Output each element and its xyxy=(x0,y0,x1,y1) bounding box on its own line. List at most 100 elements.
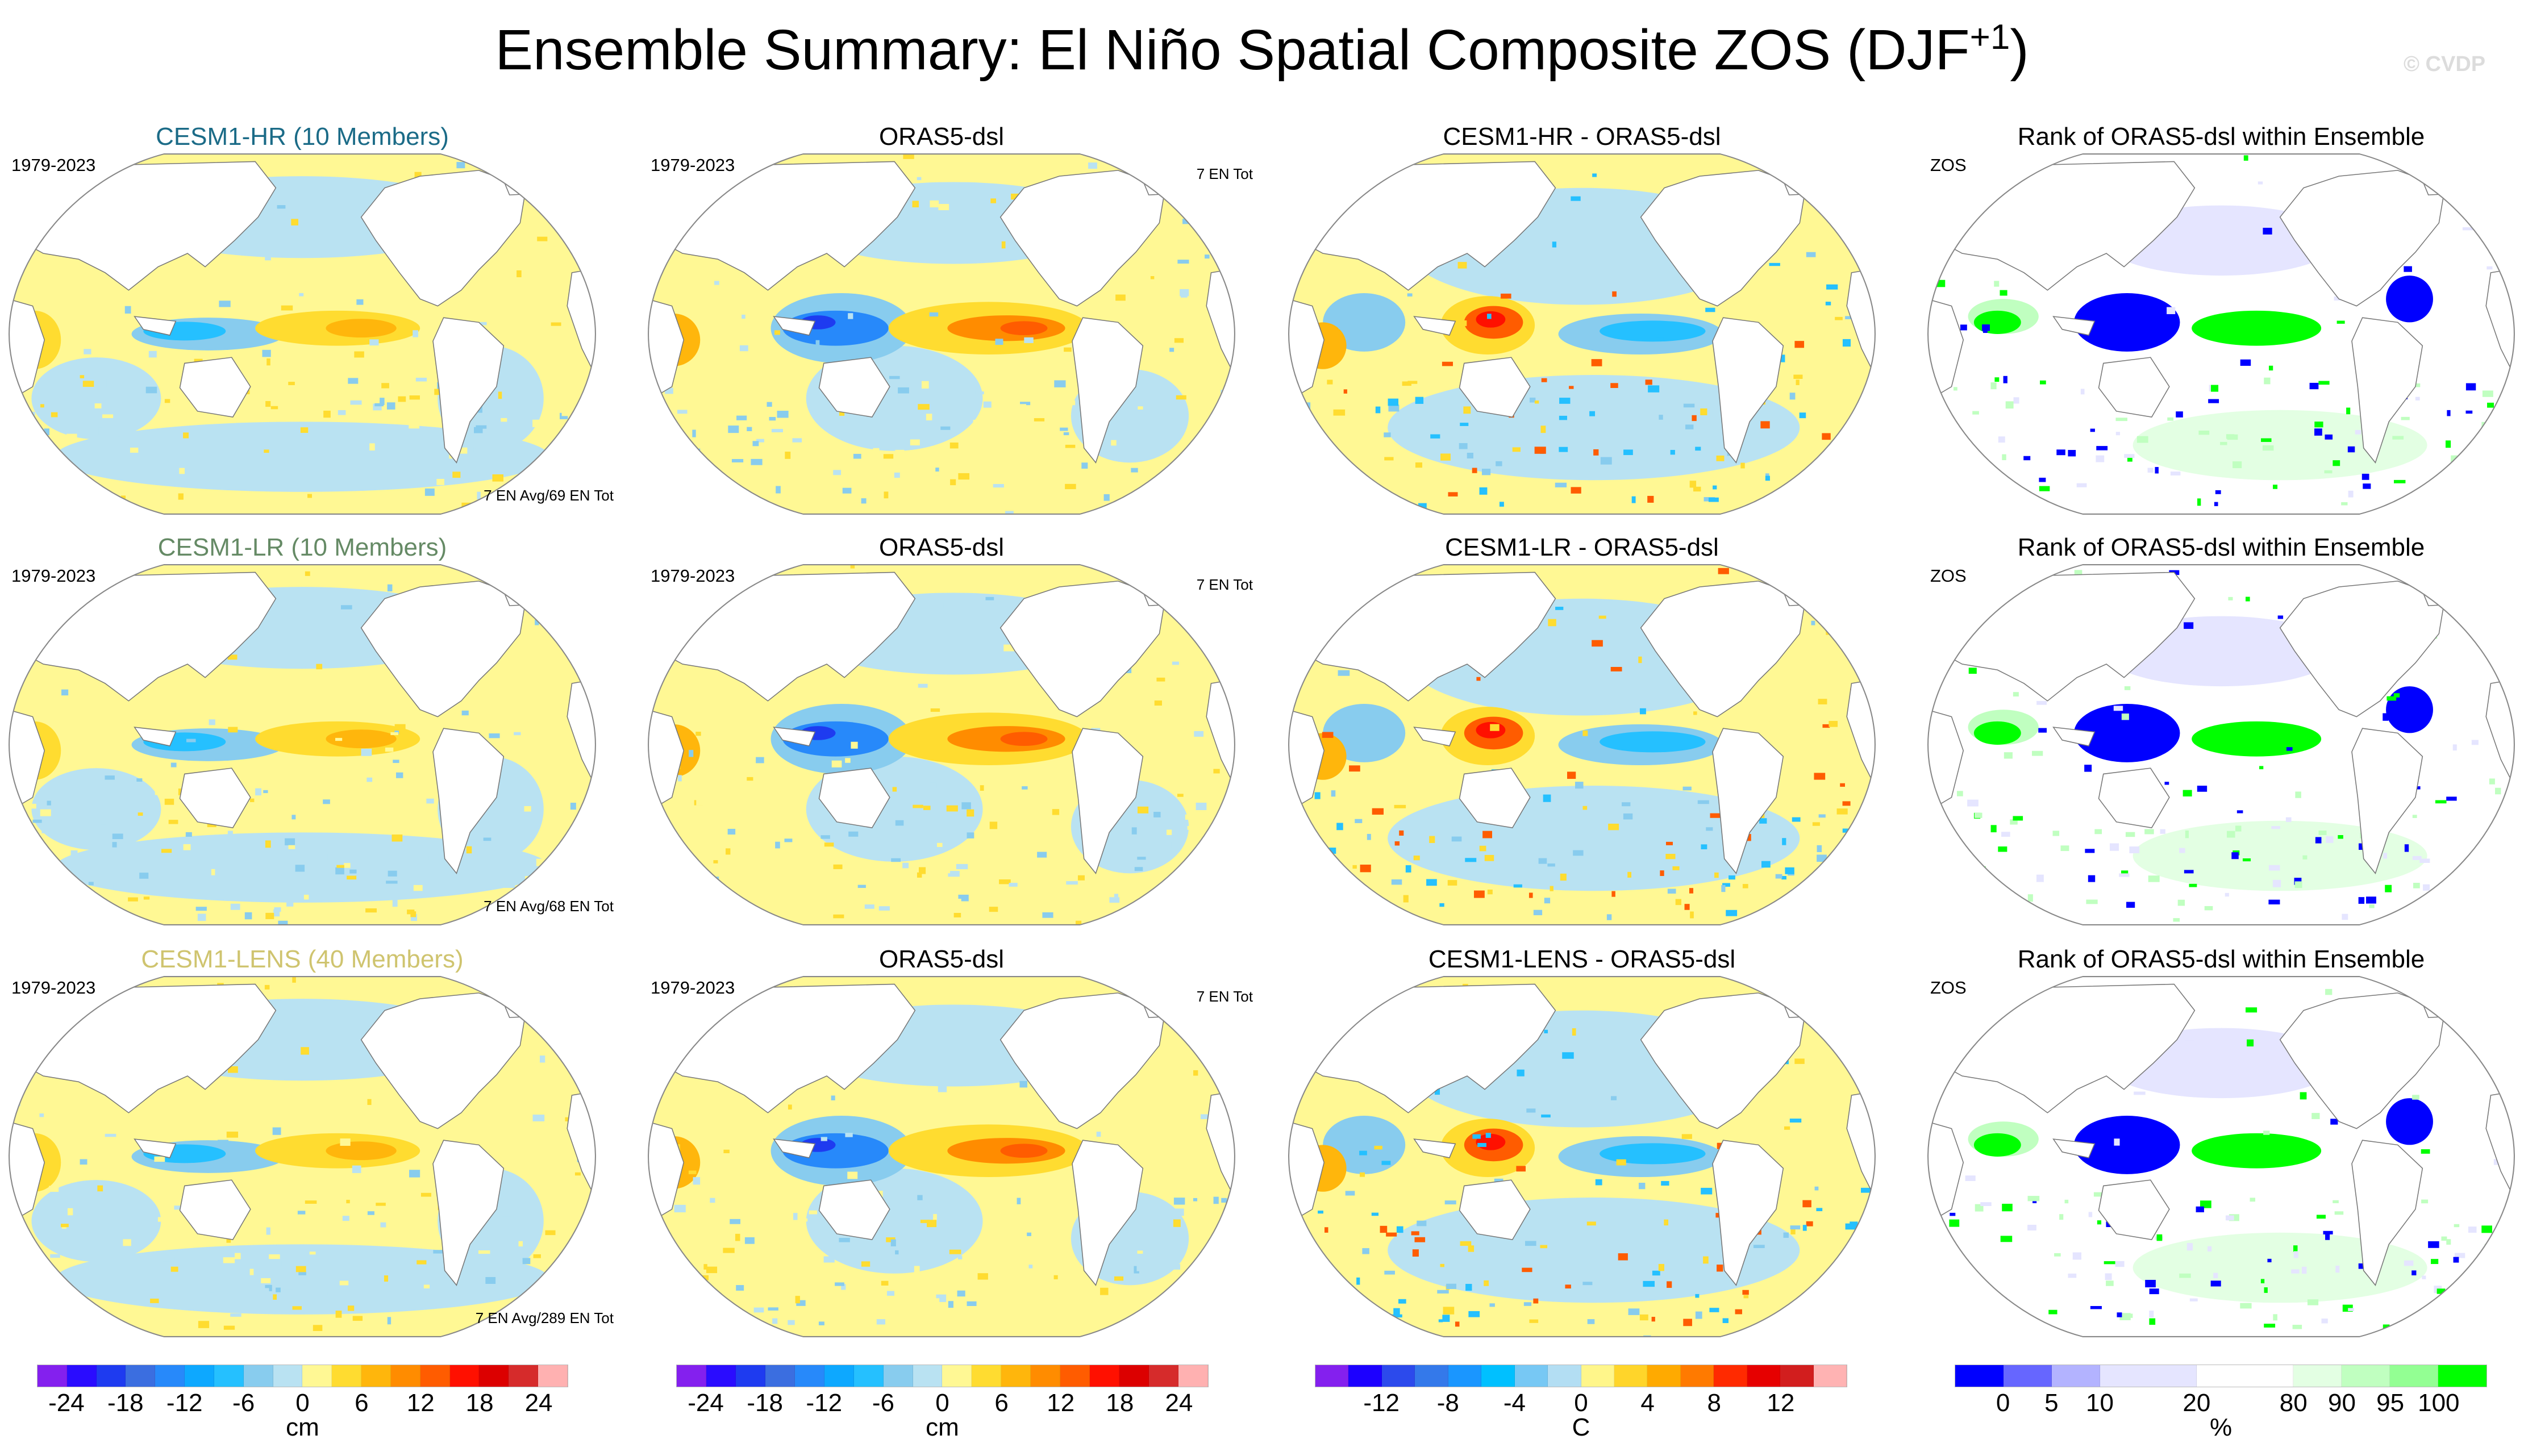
grid-cell xyxy=(1402,381,1411,386)
grid-cell xyxy=(120,495,126,500)
colorbar-swatch xyxy=(538,1365,568,1387)
grid-cell xyxy=(570,803,576,810)
grid-cell xyxy=(1865,1098,1871,1104)
grid-cell xyxy=(703,379,710,387)
grid-cell xyxy=(367,1099,372,1105)
grid-cell xyxy=(1457,262,1467,269)
grid-cell xyxy=(1867,508,1875,512)
grid-cell xyxy=(1023,817,1034,821)
grid-cell xyxy=(1709,1308,1719,1312)
grid-cell xyxy=(286,902,294,907)
grid-cell xyxy=(2392,436,2404,440)
grid-cell xyxy=(696,799,706,806)
grid-cell xyxy=(937,842,943,847)
grid-cell xyxy=(2031,750,2043,756)
panel-title: CESM1-LENS (40 Members) xyxy=(141,945,464,973)
grid-cell xyxy=(775,791,781,798)
grid-cell xyxy=(1173,1219,1181,1227)
grid-cell xyxy=(1484,1280,1489,1286)
grid-cell xyxy=(1829,1279,1839,1286)
colorbar-swatch xyxy=(677,1365,706,1387)
grid-cell xyxy=(946,805,958,812)
grid-cell xyxy=(730,1219,740,1224)
grid-cell xyxy=(1692,415,1697,422)
landmass-maritime-continent xyxy=(2052,316,2096,336)
grid-cell xyxy=(164,798,174,805)
colorbar-tick-label: 20 xyxy=(2183,1389,2211,1417)
grid-cell xyxy=(1753,1245,1765,1248)
grid-cell xyxy=(2027,1224,2036,1231)
grid-cell xyxy=(1062,1329,1070,1334)
grid-cell xyxy=(683,893,691,900)
grid-cell xyxy=(1182,885,1194,891)
map-boundary xyxy=(1927,976,2515,1337)
grid-cell xyxy=(2479,1317,2484,1323)
grid-cell xyxy=(723,1248,735,1253)
grid-cell xyxy=(2149,1318,2156,1325)
grid-cell xyxy=(884,491,889,499)
grid-cell xyxy=(2052,831,2060,836)
colorbar xyxy=(1315,1365,1847,1387)
grid-cell xyxy=(1706,827,1713,831)
grid-cell xyxy=(1821,912,1831,919)
grid-cell xyxy=(1131,827,1137,835)
colorbar-swatch xyxy=(1001,1365,1031,1387)
grid-cell xyxy=(1486,314,1492,319)
grid-cell xyxy=(1582,730,1588,736)
grid-cell xyxy=(506,508,515,514)
grid-cell xyxy=(792,438,802,443)
map-boundary xyxy=(9,153,596,515)
grid-cell xyxy=(295,1266,306,1273)
grid-cell xyxy=(967,832,974,838)
grid-cell xyxy=(161,849,172,853)
grid-cell xyxy=(2496,154,2500,157)
grid-cell xyxy=(480,977,492,983)
anomaly-region xyxy=(2133,820,2427,891)
landmass-australia xyxy=(2098,357,2170,418)
grid-cell xyxy=(1855,226,1862,232)
grid-cell xyxy=(535,619,539,625)
grid-cell xyxy=(574,1172,581,1176)
landmass-north-america xyxy=(1640,992,1806,1129)
grid-cell xyxy=(551,322,561,326)
grid-cell xyxy=(478,1250,490,1254)
grid-cell xyxy=(2003,376,2007,383)
grid-cell xyxy=(2263,1130,2270,1135)
grid-cell xyxy=(1393,1308,1400,1316)
grid-cell xyxy=(2214,502,2218,506)
grid-cell xyxy=(682,1319,689,1326)
grid-cell xyxy=(1794,341,1805,348)
event-count-label: 7 EN Tot xyxy=(1196,165,1253,182)
grid-cell xyxy=(77,906,82,912)
grid-cell xyxy=(2094,829,2102,835)
grid-cell xyxy=(340,1138,351,1146)
grid-cell xyxy=(1982,324,1990,331)
grid-cell xyxy=(1009,839,1014,846)
grid-cell xyxy=(111,406,116,412)
colorbar-swatch xyxy=(1514,1365,1548,1387)
grid-cell xyxy=(395,850,401,854)
grid-cell xyxy=(369,443,375,451)
grid-cell xyxy=(876,1319,886,1325)
grid-cell xyxy=(112,842,117,848)
colorbar-swatch xyxy=(1747,1365,1781,1387)
grid-cell xyxy=(833,864,843,869)
grid-cell xyxy=(1134,1266,1139,1274)
grid-cell xyxy=(102,414,114,418)
grid-cell xyxy=(1943,856,1954,861)
grid-cell xyxy=(1676,757,1687,762)
grid-cell xyxy=(2072,1252,2081,1260)
grid-cell xyxy=(1161,711,1171,719)
grid-cell xyxy=(2315,837,2322,844)
map-svg xyxy=(648,153,1235,515)
grid-cell xyxy=(385,747,394,752)
colorbar-tick-label: -24 xyxy=(48,1389,85,1417)
grid-cell xyxy=(2383,853,2387,859)
grid-cell xyxy=(2130,742,2141,746)
grid-cell xyxy=(1960,324,1967,331)
grid-cell xyxy=(1010,1317,1018,1321)
grid-cell xyxy=(886,1291,894,1296)
grid-cell xyxy=(266,1227,270,1235)
grid-cell xyxy=(278,920,288,925)
grid-cell xyxy=(694,460,703,468)
